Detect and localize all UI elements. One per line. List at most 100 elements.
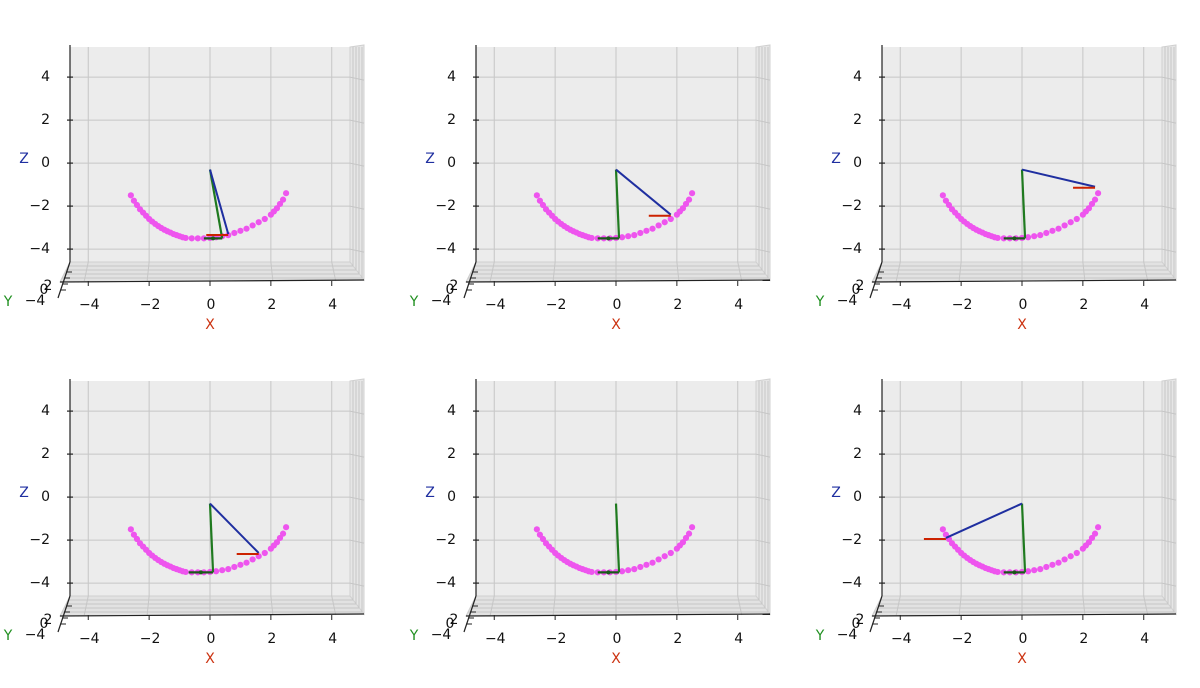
z-tick-label: 2 bbox=[853, 446, 862, 462]
trajectory-point bbox=[1073, 215, 1080, 223]
trajectory-point bbox=[1067, 219, 1074, 226]
x-tick-label: 0 bbox=[207, 631, 216, 647]
x-tick-label: 4 bbox=[1140, 631, 1149, 647]
trajectory-point bbox=[649, 559, 656, 566]
trajectory-point bbox=[279, 196, 287, 203]
z-tick-label: −4 bbox=[841, 241, 862, 257]
x-tick-label: −4 bbox=[485, 631, 506, 647]
x-tick-label: 2 bbox=[1079, 297, 1088, 313]
trajectory-point bbox=[637, 563, 644, 571]
x-tick-label: −4 bbox=[79, 631, 100, 647]
y-tick-label: −4 bbox=[431, 293, 452, 309]
x-tick-label: −2 bbox=[952, 631, 973, 647]
z-tick-label: −2 bbox=[29, 532, 50, 548]
z-tick-label: 2 bbox=[853, 112, 862, 128]
x-tick-label: 2 bbox=[673, 297, 682, 313]
z-tick-label: −2 bbox=[435, 532, 456, 548]
y-axis-line bbox=[869, 261, 883, 299]
trajectory-point bbox=[130, 531, 138, 538]
trajectory-point bbox=[631, 232, 638, 239]
x-tick-label: −2 bbox=[546, 631, 567, 647]
trajectory-point bbox=[539, 535, 547, 543]
trajectory-point bbox=[219, 567, 226, 574]
x-axis-line bbox=[465, 279, 771, 283]
y-tick-label-stacked: 2 bbox=[450, 612, 459, 628]
y-tick-label-stacked: 0 bbox=[40, 616, 49, 632]
trajectory-point bbox=[1024, 234, 1032, 241]
trajectory-point bbox=[942, 197, 950, 204]
z-tick-label: 2 bbox=[41, 112, 50, 128]
x-axis-label: X bbox=[205, 651, 215, 667]
trajectory-point bbox=[1037, 566, 1044, 573]
y-axis-line bbox=[57, 595, 71, 633]
y-axis-label: Y bbox=[409, 294, 419, 310]
trajectory-point bbox=[261, 549, 268, 557]
z-tick-label: −4 bbox=[29, 575, 50, 591]
trajectory-point bbox=[1049, 227, 1056, 234]
trajectory-point bbox=[249, 556, 256, 563]
z-axis-label: Z bbox=[425, 151, 435, 167]
trajectory-point bbox=[1055, 225, 1062, 232]
arm-base-joint bbox=[606, 570, 611, 575]
y-tick-label-stacked: 2 bbox=[44, 278, 53, 294]
trajectory-point bbox=[279, 530, 287, 537]
trajectory-point bbox=[1031, 567, 1038, 574]
trajectory-point bbox=[533, 526, 540, 533]
trajectory-point bbox=[643, 227, 650, 234]
y-axis-label: Y bbox=[3, 294, 13, 310]
trajectory-point bbox=[231, 229, 238, 237]
arm-link-1 bbox=[614, 169, 621, 239]
arm-link-1 bbox=[208, 169, 224, 239]
arm-base-joint bbox=[606, 236, 611, 241]
z-tick-label: −2 bbox=[29, 198, 50, 214]
trajectory-point bbox=[127, 192, 134, 199]
trajectory-point bbox=[939, 192, 946, 199]
y-axis-label: Y bbox=[815, 628, 825, 644]
trajectory-point bbox=[1049, 561, 1056, 568]
trajectory-point bbox=[533, 192, 540, 199]
floor-pane bbox=[465, 261, 772, 283]
trajectory-point bbox=[237, 227, 244, 234]
y-tick-label-stacked: 2 bbox=[856, 278, 865, 294]
trajectory-point bbox=[261, 215, 268, 223]
trajectory-point bbox=[994, 234, 1001, 242]
arm-link-2 bbox=[1021, 168, 1096, 188]
z-tick-label: 0 bbox=[447, 489, 456, 505]
trajectory-point bbox=[655, 222, 662, 229]
y-tick-label-stacked: 0 bbox=[852, 282, 861, 298]
trajectory-point bbox=[536, 531, 544, 538]
trajectory-point bbox=[1043, 229, 1050, 237]
y-tick-label-stacked: 0 bbox=[446, 616, 455, 632]
floor-pane bbox=[59, 261, 366, 283]
trajectory-point bbox=[1031, 233, 1038, 240]
trajectory-point bbox=[939, 526, 946, 533]
trajectory-point bbox=[237, 561, 244, 568]
trajectory-point bbox=[685, 530, 693, 537]
z-tick-label: 0 bbox=[853, 155, 862, 171]
trajectory-point bbox=[688, 190, 696, 197]
x-tick-label: 2 bbox=[673, 631, 682, 647]
z-tick-label: 2 bbox=[41, 446, 50, 462]
trajectory-point bbox=[688, 524, 696, 531]
arm-link-2 bbox=[615, 168, 672, 216]
x-axis-label: X bbox=[205, 317, 215, 333]
z-tick-label: 0 bbox=[853, 489, 862, 505]
z-axis-label: Z bbox=[19, 485, 29, 501]
arm-base-joint bbox=[1012, 570, 1017, 575]
z-tick-label: 4 bbox=[853, 69, 862, 85]
trajectory-point bbox=[643, 561, 650, 568]
x-tick-label: 4 bbox=[328, 631, 337, 647]
trajectory-point bbox=[282, 190, 290, 197]
trajectory-point bbox=[255, 219, 262, 226]
y-axis-line bbox=[57, 261, 71, 299]
x-tick-label: 4 bbox=[734, 631, 743, 647]
trajectory-point bbox=[194, 235, 201, 242]
trajectory-point bbox=[1024, 568, 1032, 575]
x-tick-label: 4 bbox=[1140, 297, 1149, 313]
trajectory-point bbox=[188, 235, 195, 242]
z-tick-label: −2 bbox=[841, 532, 862, 548]
trajectory-point bbox=[618, 234, 626, 241]
y-axis-line bbox=[869, 595, 883, 633]
